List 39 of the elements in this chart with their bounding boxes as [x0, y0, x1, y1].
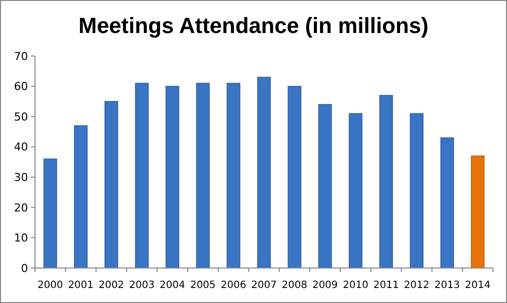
bar	[440, 137, 454, 268]
y-tick-label: 60	[14, 80, 28, 94]
bar	[470, 156, 485, 268]
x-tick-label: 2006	[220, 280, 246, 291]
y-tick-label: 30	[14, 170, 28, 184]
bar	[43, 158, 58, 268]
x-tick-label: 2004	[160, 280, 186, 291]
x-tick-label: 2011	[373, 280, 399, 291]
bar	[379, 94, 393, 268]
x-tick-label: 2014	[465, 280, 490, 291]
x-tick-label: 2001	[68, 280, 94, 291]
x-tick-label: 2003	[129, 280, 155, 291]
bar	[135, 82, 149, 268]
x-tick-label: 2002	[98, 280, 124, 291]
y-tick-label: 0	[21, 262, 28, 275]
bar	[74, 125, 88, 268]
x-tick-label: 2007	[251, 280, 277, 291]
y-tick-label: 40	[14, 140, 28, 154]
y-tick-label: 70	[14, 50, 28, 63]
x-tick-label: 2010	[342, 280, 368, 291]
x-tick-label: 2009	[312, 280, 338, 291]
y-tick-label: 10	[14, 232, 28, 245]
bar	[288, 86, 302, 268]
bar	[166, 86, 180, 268]
bar	[104, 101, 118, 268]
bar	[318, 104, 332, 268]
bar	[257, 76, 271, 268]
x-tick-label: 2008	[282, 280, 308, 291]
chart-title: Meetings Attendance (in millions)	[78, 13, 428, 38]
x-tick-label: 2005	[190, 280, 216, 291]
x-tick-label: 2013	[434, 280, 460, 291]
y-tick-label: 50	[14, 110, 28, 124]
bar	[348, 113, 362, 268]
bar	[226, 82, 240, 268]
bar	[410, 113, 424, 268]
x-tick-label: 2012	[404, 280, 430, 291]
x-tick-label: 2000	[38, 280, 63, 291]
y-tick-label: 20	[14, 201, 28, 214]
bar	[196, 82, 210, 268]
